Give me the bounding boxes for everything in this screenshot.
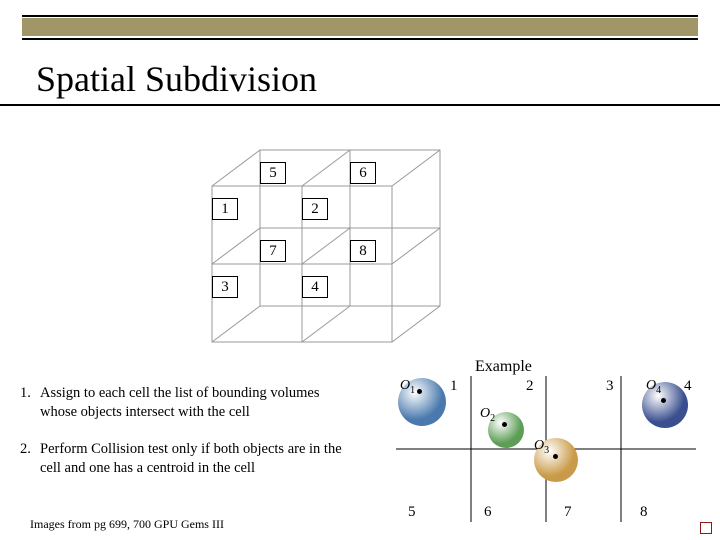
bullet-text: Assign to each cell the list of bounding… — [40, 384, 360, 422]
page-title: Spatial Subdivision — [36, 58, 317, 100]
object-label: O2 — [480, 406, 495, 424]
object-label: O4 — [646, 378, 661, 396]
cube-cell-label: 7 — [260, 240, 286, 262]
object-centroid-dot — [417, 389, 422, 394]
title-underline — [0, 104, 720, 106]
top-bar — [22, 18, 698, 36]
cube-cell-label: 8 — [350, 240, 376, 262]
grid-cell-number: 3 — [606, 378, 614, 395]
cube-cell-label: 6 — [350, 162, 376, 184]
example-label: Example — [475, 358, 532, 376]
grid-cell-number: 7 — [564, 504, 572, 521]
object-label: O1 — [400, 378, 415, 396]
object-centroid-dot — [661, 398, 666, 403]
bullet-number: 2. — [20, 440, 40, 478]
grid2d-diagram: 1 2 3 4 5 6 7 8 O1 O2 O3 O4 — [396, 376, 696, 522]
cube-cell-label: 1 — [212, 198, 238, 220]
footer-citation: Images from pg 699, 700 GPU Gems III — [30, 517, 224, 532]
object-centroid-dot — [502, 422, 507, 427]
grid-cell-number: 2 — [526, 378, 534, 395]
cube-diagram: 5 6 1 27 8 3 4 — [198, 122, 478, 362]
grid-cell-number: 8 — [640, 504, 648, 521]
cube-cell-label: 2 — [302, 198, 328, 220]
bullet-list: 1. Assign to each cell the list of bound… — [20, 384, 360, 495]
grid-cell-number: 4 — [684, 378, 692, 395]
corner-decoration — [700, 522, 712, 534]
object-label: O3 — [534, 438, 549, 456]
bullet-number: 1. — [20, 384, 40, 422]
cube-cell-label: 5 — [260, 162, 286, 184]
bullet-text: Perform Collision test only if both obje… — [40, 440, 360, 478]
cube-svg — [198, 122, 478, 362]
cube-cell-label: 4 — [302, 276, 328, 298]
object-centroid-dot — [553, 454, 558, 459]
bullet-item: 2. Perform Collision test only if both o… — [20, 440, 360, 478]
grid-cell-number: 5 — [408, 504, 416, 521]
grid-cell-number: 1 — [450, 378, 458, 395]
grid-cell-number: 6 — [484, 504, 492, 521]
olive-bar — [22, 18, 698, 36]
cube-cell-label: 3 — [212, 276, 238, 298]
bullet-item: 1. Assign to each cell the list of bound… — [20, 384, 360, 422]
